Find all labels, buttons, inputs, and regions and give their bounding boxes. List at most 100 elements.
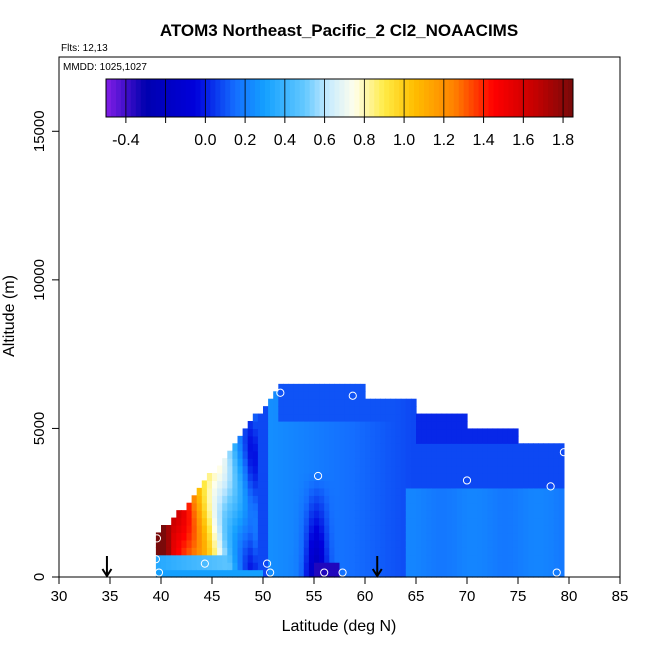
heatmap-cell [349, 525, 356, 534]
heatmap-cell [472, 562, 478, 571]
colorbar-cell [428, 79, 435, 117]
heatmap-cell [431, 443, 437, 452]
heatmap-cell [421, 547, 427, 556]
heatmap-cell [426, 562, 432, 571]
heatmap-cell [247, 562, 254, 571]
heatmap-cell [155, 554, 162, 563]
heatmap-cell [278, 421, 284, 430]
heatmap-cell [553, 480, 560, 489]
heatmap-cell [206, 547, 213, 556]
heatmap-cell [354, 487, 361, 496]
heatmap-cell [324, 450, 330, 459]
heatmap-cell [492, 562, 499, 571]
heatmap-cell [380, 525, 386, 534]
heatmap-cell [502, 473, 509, 482]
heatmap-cell [268, 406, 274, 415]
heatmap-cell [293, 532, 300, 541]
heatmap-cell [375, 525, 381, 534]
heatmap-cell [400, 569, 407, 578]
heatmap-cell [421, 495, 427, 504]
heatmap-cell [293, 450, 300, 459]
heatmap-cell [518, 554, 524, 563]
heatmap-cell [252, 435, 259, 444]
heatmap-cell [461, 413, 468, 422]
heatmap-cell [385, 413, 392, 422]
colorbar-cell [468, 79, 475, 117]
heatmap-cell [390, 547, 397, 556]
heatmap-cell [472, 532, 478, 541]
heatmap-cell [523, 554, 529, 563]
heatmap-cell [436, 495, 443, 504]
heatmap-cell [497, 554, 504, 563]
heatmap-cell [441, 428, 448, 437]
heatmap-cell [308, 458, 315, 467]
heatmap-cell [308, 465, 315, 474]
heatmap-cell [558, 510, 565, 519]
heatmap-cell [370, 435, 376, 444]
heatmap-cell [538, 562, 545, 571]
colorbar-cell [463, 79, 470, 117]
heatmap-cell [359, 487, 366, 496]
heatmap-cell [191, 510, 198, 519]
heatmap-cell [431, 458, 437, 467]
heatmap-cell [283, 458, 290, 467]
heatmap-cell [212, 487, 218, 496]
heatmap-cell [461, 487, 468, 496]
heatmap-cell [405, 458, 412, 467]
heatmap-cell [237, 525, 244, 534]
heatmap-cell [385, 421, 392, 430]
heatmap-cell [538, 510, 545, 519]
heatmap-cell [217, 547, 223, 556]
heatmap-cell [273, 480, 279, 489]
colorbar-cell [324, 79, 331, 117]
heatmap-cell [482, 502, 488, 511]
heatmap-cell [410, 532, 417, 541]
heatmap-cell [191, 539, 198, 548]
heatmap-cell [339, 458, 346, 467]
heatmap-cell [385, 435, 392, 444]
heatmap-cell [416, 421, 422, 430]
heatmap-cell [222, 532, 228, 541]
colorbar-cell [558, 79, 564, 117]
heatmap-cell [268, 413, 274, 422]
heatmap-cell [314, 554, 320, 563]
heatmap-cell [461, 421, 468, 430]
heatmap-cell [380, 428, 386, 437]
heatmap-cell [339, 435, 346, 444]
heatmap-cell [421, 428, 427, 437]
colorbar-cell [140, 79, 147, 117]
heatmap-cell [334, 480, 341, 489]
heatmap-cell [273, 539, 279, 548]
heatmap-cell [283, 391, 290, 400]
heatmap-cell [467, 502, 473, 511]
heatmap-cell [410, 487, 417, 496]
colorbar-tick-label: 1.2 [433, 132, 455, 149]
heatmap-cell [319, 562, 325, 571]
heatmap-cell [273, 443, 279, 452]
heatmap-cell [461, 532, 468, 541]
heatmap-cell [441, 517, 448, 526]
heatmap-cell [222, 458, 228, 467]
heatmap-cell [523, 547, 529, 556]
flights-note: Flts: 12,13 [61, 43, 108, 54]
heatmap-cell [319, 443, 325, 452]
heatmap-cell [308, 532, 315, 541]
heatmap-cell [487, 502, 494, 511]
heatmap-cell [512, 443, 519, 452]
heatmap-cell [186, 547, 193, 556]
heatmap-cell [349, 554, 356, 563]
colorbar-cell [240, 79, 246, 117]
heatmap-cell [538, 487, 545, 496]
heatmap-cell [303, 383, 310, 392]
heatmap-cell [553, 532, 560, 541]
heatmap-cell [553, 450, 560, 459]
heatmap-cell [232, 562, 239, 571]
heatmap-cell [543, 487, 550, 496]
heatmap-cell [344, 569, 351, 578]
heatmap-cell [410, 465, 417, 474]
heatmap-cell [400, 473, 407, 482]
heatmap-cell [314, 562, 320, 571]
sample-point [152, 534, 162, 543]
heatmap-cell [339, 525, 346, 534]
heatmap-cell [426, 421, 432, 430]
